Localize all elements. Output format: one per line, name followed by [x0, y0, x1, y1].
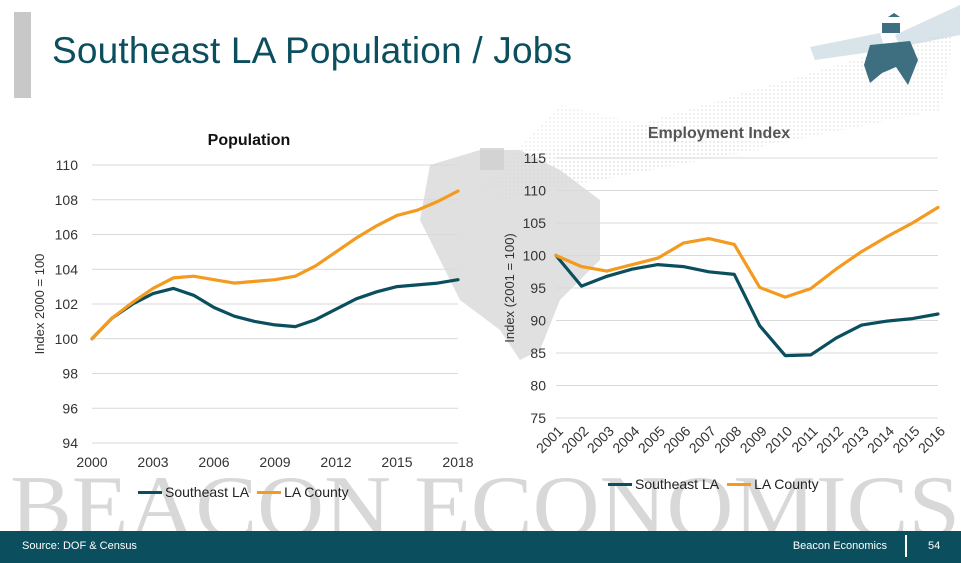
y-tick-label: 96 — [62, 400, 78, 416]
legend-item-southeast-la: Southeast LA — [138, 484, 249, 500]
legend-label: Southeast LA — [635, 476, 720, 492]
employment-legend: Southeast LA LA County — [608, 476, 827, 492]
y-tick-label: 95 — [530, 280, 546, 296]
y-tick-label: 100 — [523, 248, 547, 264]
beacon-logo-icon — [810, 5, 960, 85]
page-title: Southeast LA Population / Jobs — [52, 30, 573, 71]
footer-brand: Beacon Economics — [792, 540, 887, 552]
legend-swatch-teal — [608, 482, 632, 486]
x-tick-label: 2006 — [660, 423, 693, 456]
x-tick-label: 2001 — [533, 423, 566, 456]
y-axis-label: Index 2000 = 100 — [32, 254, 47, 355]
legend-item-southeast-la: Southeast LA — [608, 476, 719, 492]
y-tick-label: 75 — [530, 410, 546, 426]
x-tick-label: 2002 — [558, 423, 591, 456]
x-tick-label: 2011 — [788, 423, 821, 456]
lighthouse-silhouette — [420, 150, 600, 360]
title-accent-bar — [14, 12, 31, 98]
legend-label: Southeast LA — [165, 484, 250, 500]
x-tick-label: 2009 — [737, 423, 770, 456]
y-tick-label: 105 — [523, 215, 547, 231]
x-tick-label: 2006 — [198, 454, 229, 470]
x-tick-label: 2015 — [381, 454, 412, 470]
chart-title: Population — [208, 132, 291, 149]
x-tick-label: 2012 — [320, 454, 351, 470]
y-tick-label: 106 — [55, 227, 79, 243]
x-tick-label: 2005 — [635, 423, 668, 456]
x-tick-label: 2003 — [137, 454, 168, 470]
legend-swatch-orange — [727, 482, 752, 486]
employment-chart: Employment Index 75 80 85 90 95 100 105 110 115 In… — [502, 125, 948, 456]
population-legend: Southeast LA LA County — [138, 484, 357, 500]
y-tick-label: 108 — [55, 192, 79, 208]
series-line-la-county — [90, 189, 460, 341]
legend-label: LA County — [284, 484, 349, 500]
chart-title: Employment Index — [648, 125, 790, 142]
y-tick-label: 115 — [524, 150, 547, 166]
series-line-southeast-la — [554, 253, 940, 358]
x-tick-label: 2004 — [609, 423, 642, 456]
y-tick-label: 94 — [62, 435, 78, 451]
x-tick-label: 2007 — [686, 423, 719, 456]
legend-swatch-orange — [257, 490, 282, 494]
x-tick-label: 2015 — [889, 423, 922, 456]
x-tick-label: 2013 — [838, 423, 871, 456]
legend-swatch-teal — [138, 490, 162, 494]
page-number: 54 — [928, 540, 941, 552]
x-tick-label: 2018 — [442, 454, 473, 470]
x-tick-label: 2008 — [711, 423, 744, 456]
y-tick-label: 110 — [524, 183, 547, 199]
y-tick-label: 110 — [56, 157, 79, 173]
legend-item-la-county: LA County — [257, 484, 349, 500]
x-tick-label: 2012 — [813, 423, 846, 456]
y-tick-label: 98 — [62, 366, 78, 382]
y-tick-label: 104 — [55, 261, 79, 277]
y-tick-label: 102 — [55, 296, 79, 312]
x-tick-label: 2014 — [864, 423, 897, 456]
footer-bar: Source: DOF & Census Beacon Economics 54 — [0, 531, 961, 563]
x-tick-label: 2003 — [584, 423, 617, 456]
legend-item-la-county: LA County — [727, 476, 819, 492]
series-line-southeast-la — [90, 278, 460, 341]
y-tick-label: 85 — [530, 345, 546, 361]
x-tick-label: 2010 — [762, 423, 795, 456]
y-tick-label: 80 — [530, 378, 546, 394]
y-tick-label: 100 — [55, 331, 79, 347]
x-tick-label: 2000 — [76, 454, 107, 470]
series-line-la-county — [554, 205, 940, 299]
lighthouse-top-silhouette — [480, 148, 504, 170]
footer-divider — [905, 535, 907, 557]
y-tick-label: 90 — [530, 313, 546, 329]
x-tick-label: 2016 — [915, 423, 948, 456]
x-tick-label: 2009 — [259, 454, 290, 470]
footer-source: Source: DOF & Census — [22, 540, 137, 552]
legend-label: LA County — [754, 476, 819, 492]
y-axis-label: Index (2001 = 100) — [502, 233, 517, 343]
population-chart: Population 94 96 98 100 102 104 106 108 110 Index … — [32, 132, 474, 470]
